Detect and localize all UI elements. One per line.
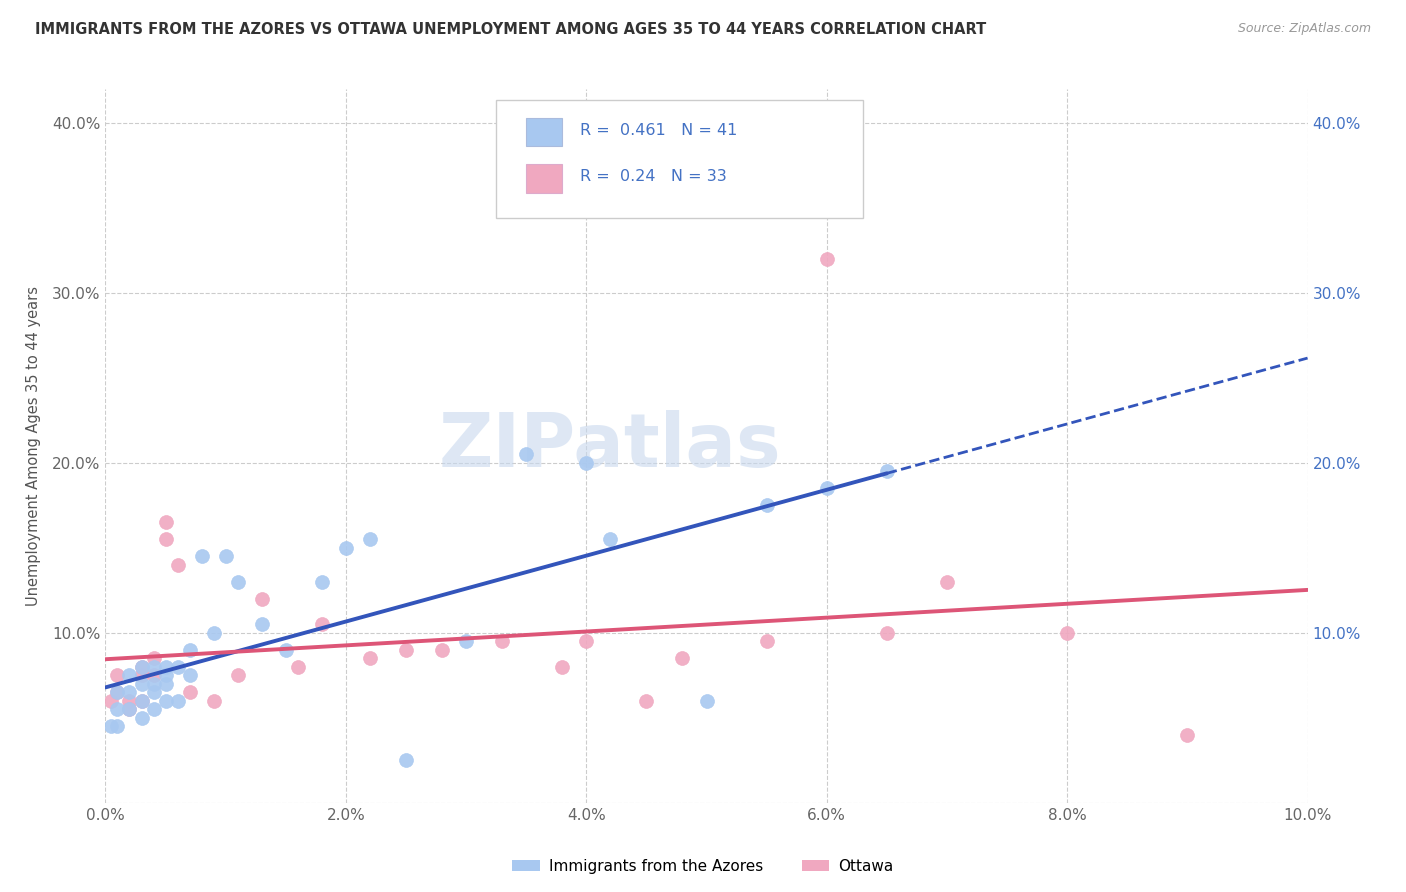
Point	[599, 533, 621, 547]
Point	[274, 643, 297, 657]
Point	[131, 694, 153, 708]
Y-axis label: Unemployment Among Ages 35 to 44 years: Unemployment Among Ages 35 to 44 years	[25, 286, 41, 606]
Point	[395, 753, 418, 767]
Point	[155, 516, 177, 530]
Point	[155, 533, 177, 547]
Point	[107, 685, 129, 699]
Point	[1056, 626, 1078, 640]
Point	[250, 591, 273, 606]
Point	[359, 651, 381, 665]
Point	[395, 643, 418, 657]
Point	[118, 702, 141, 716]
Point	[118, 685, 141, 699]
Point	[575, 634, 598, 648]
Point	[430, 643, 453, 657]
Point	[131, 660, 153, 674]
Point	[190, 549, 212, 564]
Point	[100, 694, 122, 708]
Point	[815, 482, 838, 496]
Point	[1175, 728, 1198, 742]
Point	[876, 626, 898, 640]
Point	[359, 533, 381, 547]
Text: ZIPatlas: ZIPatlas	[439, 409, 782, 483]
Point	[815, 252, 838, 266]
Point	[131, 668, 153, 682]
Point	[696, 694, 718, 708]
Text: R =  0.461   N = 41: R = 0.461 N = 41	[581, 123, 738, 138]
Point	[636, 694, 658, 708]
Text: IMMIGRANTS FROM THE AZORES VS OTTAWA UNEMPLOYMENT AMONG AGES 35 TO 44 YEARS CORR: IMMIGRANTS FROM THE AZORES VS OTTAWA UNE…	[35, 22, 987, 37]
FancyBboxPatch shape	[526, 118, 562, 146]
Point	[214, 549, 236, 564]
Point	[166, 660, 188, 674]
Point	[142, 660, 165, 674]
Point	[131, 711, 153, 725]
Point	[179, 643, 201, 657]
Text: Source: ZipAtlas.com: Source: ZipAtlas.com	[1237, 22, 1371, 36]
Point	[311, 617, 333, 632]
Point	[551, 660, 574, 674]
Point	[226, 668, 249, 682]
Point	[131, 677, 153, 691]
FancyBboxPatch shape	[496, 100, 863, 218]
Point	[100, 719, 122, 733]
Point	[142, 685, 165, 699]
Point	[131, 694, 153, 708]
Point	[936, 574, 959, 589]
Point	[118, 702, 141, 716]
Point	[166, 694, 188, 708]
Point	[107, 702, 129, 716]
Point	[107, 685, 129, 699]
Point	[131, 660, 153, 674]
FancyBboxPatch shape	[526, 164, 562, 193]
Point	[118, 668, 141, 682]
Point	[575, 456, 598, 470]
Point	[671, 651, 693, 665]
Point	[166, 558, 188, 572]
Text: R =  0.24   N = 33: R = 0.24 N = 33	[581, 169, 727, 185]
Point	[287, 660, 309, 674]
Point	[202, 626, 225, 640]
Point	[755, 499, 778, 513]
Point	[155, 677, 177, 691]
Point	[335, 541, 357, 555]
Point	[491, 634, 513, 648]
Point	[118, 694, 141, 708]
Point	[454, 634, 477, 648]
Point	[155, 694, 177, 708]
Point	[107, 719, 129, 733]
Point	[142, 668, 165, 682]
Point	[755, 634, 778, 648]
Point	[179, 685, 201, 699]
Point	[142, 677, 165, 691]
Point	[876, 465, 898, 479]
Point	[202, 694, 225, 708]
Point	[311, 574, 333, 589]
Legend: Immigrants from the Azores, Ottawa: Immigrants from the Azores, Ottawa	[506, 853, 900, 880]
Point	[226, 574, 249, 589]
Point	[155, 660, 177, 674]
Point	[179, 668, 201, 682]
Point	[155, 668, 177, 682]
Point	[142, 651, 165, 665]
Point	[107, 668, 129, 682]
Point	[250, 617, 273, 632]
Point	[142, 702, 165, 716]
Point	[515, 448, 537, 462]
